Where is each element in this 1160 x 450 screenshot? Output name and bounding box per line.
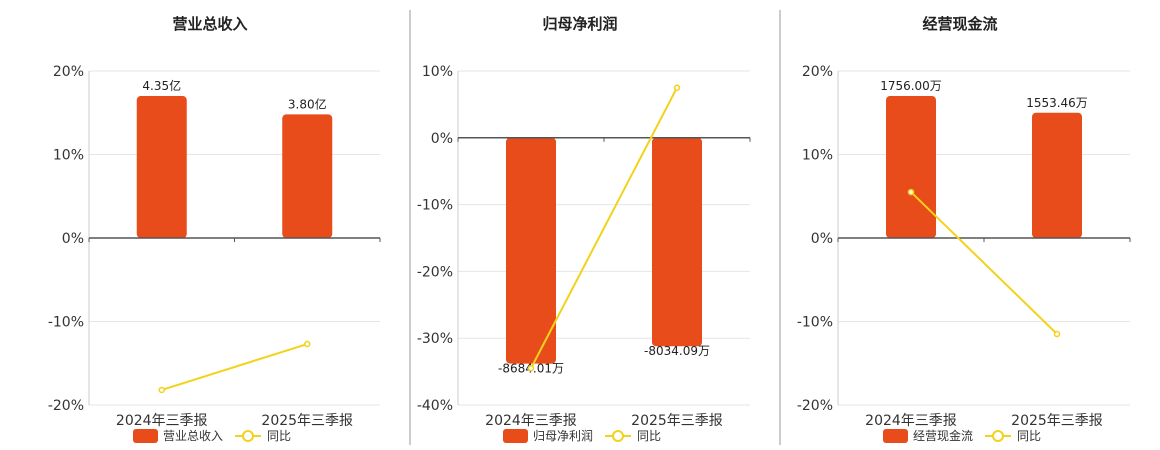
legend-swatch-point xyxy=(992,430,1004,442)
x-tick-label: 2024年三季报 xyxy=(485,413,577,429)
bar xyxy=(282,114,333,238)
x-tick-label: 2024年三季报 xyxy=(116,413,208,429)
x-tick-label: 2025年三季报 xyxy=(631,413,723,429)
y-tick-label: 20% xyxy=(802,64,833,80)
legend: 归母净利润 同比 xyxy=(503,429,661,443)
x-tick-label: 2025年三季报 xyxy=(261,413,353,429)
legend-swatch-bar xyxy=(503,429,528,443)
legend-label: 经营现金流 xyxy=(913,428,973,443)
y-tick-label: 0% xyxy=(62,231,84,247)
y-tick-label: 0% xyxy=(431,131,453,147)
legend-label: 同比 xyxy=(1017,429,1041,443)
bar xyxy=(652,137,702,347)
legend: 营业总收入 同比 xyxy=(133,429,291,443)
x-tick-label: 2025年三季报 xyxy=(1011,413,1103,429)
yoy-point xyxy=(1053,330,1061,338)
yoy-line xyxy=(530,87,678,369)
y-tick-label: -20% xyxy=(48,398,84,414)
y-tick-label: -20% xyxy=(797,398,833,414)
y-tick-label: -20% xyxy=(417,264,453,280)
chart-title: 归母净利润 xyxy=(542,15,617,33)
bar-value-label: 1756.00万 xyxy=(880,79,942,93)
y-tick-label: -40% xyxy=(417,398,453,414)
bar xyxy=(1032,112,1082,238)
y-tick-label: 0% xyxy=(811,231,833,247)
legend-swatch-point xyxy=(242,430,254,442)
chart-panel-3: 经营现金流 20% 10% 0% -10% -20% 1756.00万 1553.46万 202… xyxy=(797,15,1131,443)
y-tick-label: -30% xyxy=(417,331,453,347)
legend-label: 归母净利润 xyxy=(533,429,593,443)
bar xyxy=(886,96,936,238)
chart-title: 经营现金流 xyxy=(922,15,997,33)
yoy-point xyxy=(673,84,681,91)
yoy-line xyxy=(161,343,308,391)
bar-value-label: 1553.46万 xyxy=(1026,96,1088,110)
legend-label: 同比 xyxy=(637,429,661,443)
yoy-point xyxy=(304,340,311,348)
legend-label: 同比 xyxy=(267,429,291,443)
y-tick-label: 20% xyxy=(53,64,84,80)
chart-panel-1: 营业总收入 20% 10% 0% -10% -20% 4.35亿 3.80亿 2024年三季报 2… xyxy=(48,15,381,443)
legend-swatch-bar xyxy=(133,429,158,443)
y-tick-label: -10% xyxy=(48,315,84,331)
yoy-line xyxy=(910,191,1058,335)
y-tick-label: -10% xyxy=(797,315,833,331)
y-tick-label: 10% xyxy=(422,64,453,80)
bar-value-label: 3.80亿 xyxy=(288,96,327,111)
chart-title: 营业总收入 xyxy=(172,15,247,33)
yoy-point xyxy=(527,365,535,372)
x-tick-label: 2024年三季报 xyxy=(865,413,957,429)
legend-swatch-point xyxy=(612,430,624,442)
chart-panel-2: 归母净利润10%0%-10%-20%-30%-40%-8684.01万-8034… xyxy=(417,15,751,443)
legend: 经营现金流 同比 xyxy=(883,428,1041,443)
bar xyxy=(506,137,556,364)
yoy-point xyxy=(158,386,165,394)
legend-label: 营业总收入 xyxy=(163,429,223,443)
y-tick-label: -10% xyxy=(417,198,453,214)
y-tick-label: 10% xyxy=(802,148,833,164)
bar-value-label: 4.35亿 xyxy=(142,78,181,93)
bar xyxy=(136,96,187,238)
legend-swatch-bar xyxy=(883,429,908,443)
yoy-point xyxy=(907,188,915,196)
y-tick-label: 10% xyxy=(53,148,84,164)
bar-value-label: -8034.09万 xyxy=(644,344,710,358)
